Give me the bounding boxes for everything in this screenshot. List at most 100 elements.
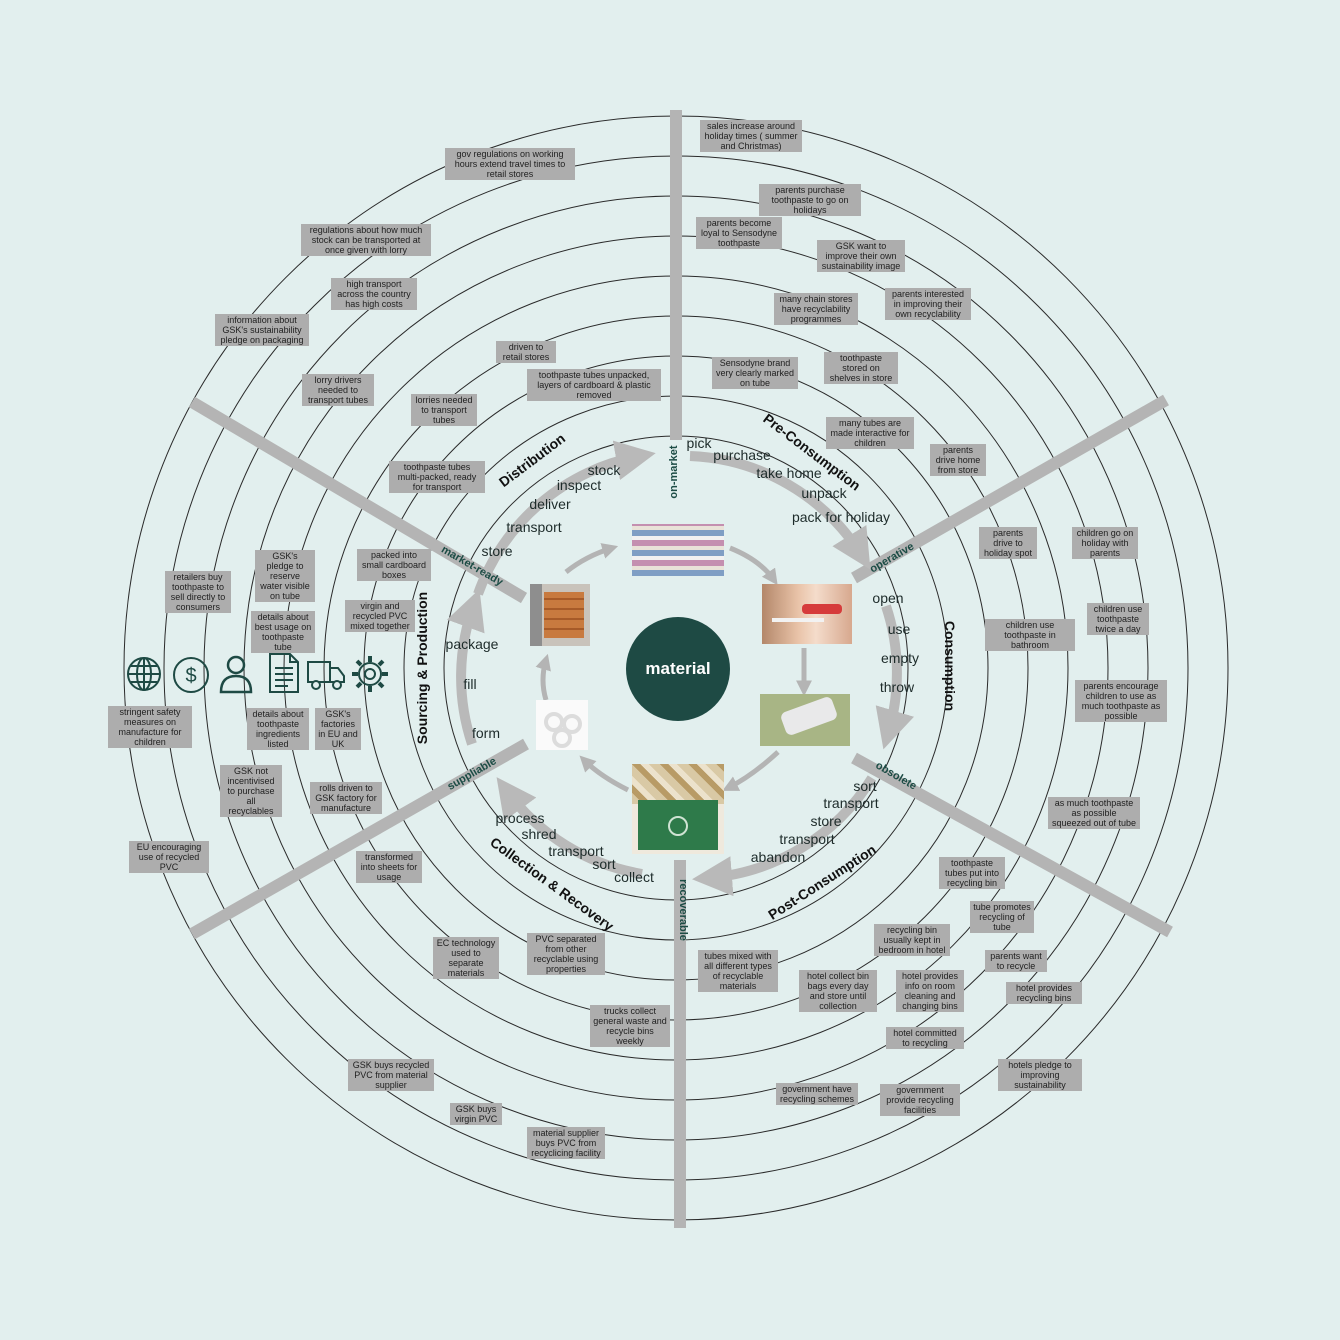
note: transformed into sheets for usage <box>356 851 422 883</box>
verb: form <box>472 725 500 741</box>
verb: store <box>481 543 512 559</box>
truck-loading-photo <box>530 584 590 646</box>
verb: transport <box>779 831 834 847</box>
verb: shred <box>521 826 556 842</box>
verb: take home <box>756 465 821 481</box>
note: virgin and recycled PVC mixed together <box>345 600 415 632</box>
svg-text:$: $ <box>185 665 196 687</box>
truck-icon <box>306 656 346 692</box>
verb: pack for holiday <box>792 509 890 525</box>
note: parents drive home from store <box>930 444 986 476</box>
note: GSK buys virgin PVC <box>450 1103 502 1125</box>
verb: stock <box>588 462 621 478</box>
note: lorry drivers needed to transport tubes <box>302 374 374 406</box>
note: parents want to recycle <box>985 950 1047 972</box>
note: details about toothpaste ingredients lis… <box>247 708 309 750</box>
note: stringent safety measures on manufacture… <box>108 706 192 748</box>
verb: empty <box>881 650 919 666</box>
note: GSK want to improve their own sustainabi… <box>817 240 905 272</box>
verb: inspect <box>557 477 601 493</box>
empty-tube-photo <box>760 694 850 746</box>
note: EC technology used to separate materials <box>433 937 499 979</box>
note: parents encourage children to use as muc… <box>1075 680 1167 722</box>
person-icon <box>218 654 254 694</box>
note: toothpaste tubes unpacked, layers of car… <box>527 369 661 401</box>
note: parents drive to holiday spot <box>979 527 1037 559</box>
note: hotel provides info on room cleaning and… <box>896 970 964 1012</box>
verb: fill <box>463 676 476 692</box>
verb: open <box>872 590 903 606</box>
note: parents purchase toothpaste to go on hol… <box>759 184 861 216</box>
state-recoverable: recoverable <box>677 879 689 941</box>
note: parents become loyal to Sensodyne toothp… <box>696 217 782 249</box>
verb: transport <box>548 843 603 859</box>
verb: store <box>810 813 841 829</box>
note: recycling bin usually kept in bedroom in… <box>874 924 950 956</box>
note: toothpaste tubes multi-packed, ready for… <box>389 461 485 493</box>
note: sales increase around holiday times ( su… <box>700 120 802 152</box>
note: regulations about how much stock can be … <box>301 224 431 256</box>
note: children use toothpaste twice a day <box>1087 603 1149 635</box>
note: PVC separated from other recyclable usin… <box>527 933 605 975</box>
verb: abandon <box>751 849 806 865</box>
note: GSK buys recycled PVC from material supp… <box>348 1059 434 1091</box>
note: GSK's factories in EU and UK <box>315 708 361 750</box>
note: tube promotes recycling of tube <box>970 901 1034 933</box>
verb: use <box>888 621 911 637</box>
note: hotel provides recycling bins <box>1006 982 1082 1004</box>
note: gov regulations on working hours extend … <box>445 148 575 180</box>
note: rolls driven to GSK factory for manufact… <box>310 782 382 814</box>
verb: process <box>495 810 544 826</box>
note: lorries needed to transport tubes <box>411 394 477 426</box>
note: many chain stores have recyclability pro… <box>774 293 858 325</box>
toothbrush-photo <box>762 584 852 644</box>
note: toothpaste tubes put into recycling bin <box>939 857 1005 889</box>
verb: purchase <box>713 447 771 463</box>
note: tubes mixed with all different types of … <box>698 950 778 992</box>
note: information about GSK's sustainability p… <box>215 314 309 346</box>
note: GSK's pledge to reserve water visible on… <box>255 550 315 602</box>
verb: sort <box>853 778 876 794</box>
note: hotel collect bin bags every day and sto… <box>799 970 877 1012</box>
note: material supplier buys PVC from recyclic… <box>527 1127 605 1159</box>
note: hotel committed to recycling <box>886 1027 964 1049</box>
verb: unpack <box>801 485 846 501</box>
note: children go on holiday with parents <box>1072 527 1138 559</box>
stage-sourcing-production: Sourcing & Production <box>414 592 430 744</box>
note: GSK not incentivised to purchase all rec… <box>220 765 282 817</box>
center-material-circle: material <box>626 617 730 721</box>
center-label: material <box>645 659 710 679</box>
pvc-rolls-photo <box>536 700 588 750</box>
dollar-icon: $ <box>172 656 210 694</box>
note: toothpaste stored on shelves in store <box>824 352 898 384</box>
state-on-market: on-market <box>668 445 680 498</box>
verb: collect <box>614 869 654 885</box>
verb: package <box>446 636 499 652</box>
note: EU encouraging use of recycled PVC <box>129 841 209 873</box>
note: packed into small cardboard boxes <box>357 549 431 581</box>
document-icon <box>266 652 300 694</box>
note: driven to retail stores <box>496 341 556 363</box>
note: children use toothpaste in bathroom <box>985 619 1075 651</box>
note: government provide recycling facilities <box>880 1084 960 1116</box>
globe-icon <box>126 656 162 692</box>
recycling-bin-photo <box>632 764 724 854</box>
verb: transport <box>823 795 878 811</box>
note: retailers buy toothpaste to sell directl… <box>165 571 231 613</box>
note: high transport across the country has hi… <box>331 278 417 310</box>
gear-icon <box>350 654 390 694</box>
note: trucks collect general waste and recycle… <box>590 1005 670 1047</box>
note: government have recycling schemes <box>776 1083 858 1105</box>
note: many tubes are made interactive for chil… <box>826 417 914 449</box>
verb: deliver <box>529 496 570 512</box>
store-shelf-photo <box>632 524 724 576</box>
verb: pick <box>687 435 712 451</box>
note: parents interested in improving their ow… <box>885 288 971 320</box>
verb: throw <box>880 679 914 695</box>
stage-consumption: Consumption <box>942 621 958 711</box>
note: Sensodyne brand very clearly marked on t… <box>712 357 798 389</box>
verb: transport <box>506 519 561 535</box>
note: as much toothpaste as possible squeezed … <box>1048 797 1140 829</box>
note: hotels pledge to improving sustainabilit… <box>998 1059 1082 1091</box>
note: details about best usage on toothpaste t… <box>251 611 315 653</box>
